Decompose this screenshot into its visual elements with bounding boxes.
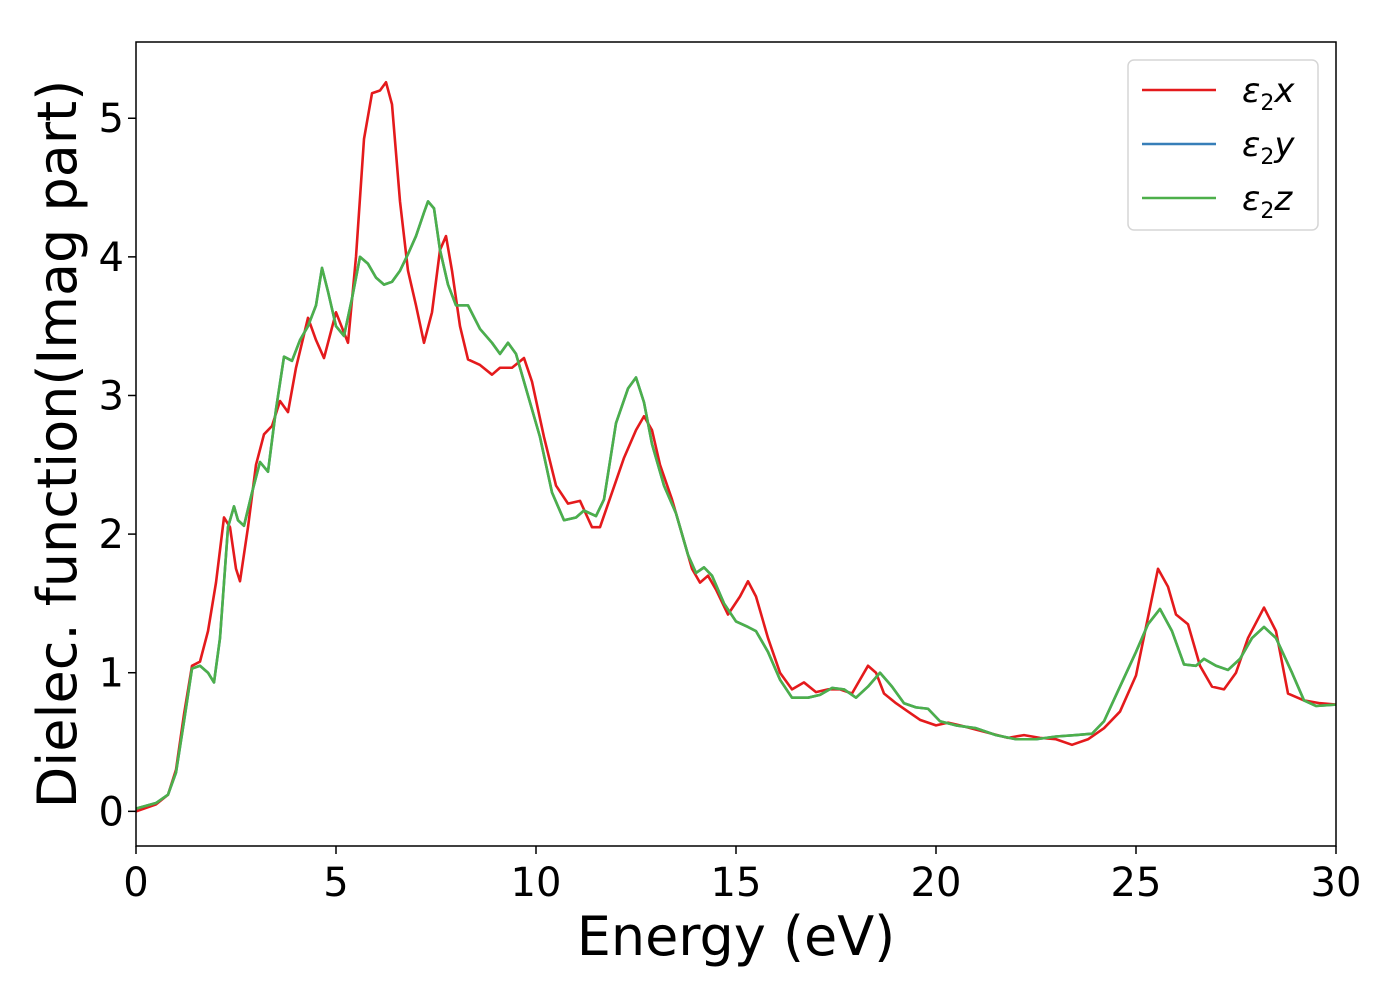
x-tick-label: 15 bbox=[711, 860, 762, 906]
x-tick-label: 20 bbox=[911, 860, 962, 906]
legend-label-y: ε2y bbox=[1242, 125, 1295, 170]
x-axis: 0 5 10 15 20 25 30 bbox=[123, 846, 1361, 906]
x-tick-label: 0 bbox=[123, 860, 148, 906]
legend-box bbox=[1127, 59, 1319, 231]
x-tick-label: 25 bbox=[1111, 860, 1162, 906]
series-layer bbox=[136, 80, 1336, 813]
y-tick-label: 0 bbox=[99, 789, 124, 835]
y-axis-title: Dielec. function(Imag part) bbox=[26, 80, 89, 809]
y-axis: 0 1 2 3 4 5 bbox=[99, 96, 136, 835]
x-tick-label: 5 bbox=[323, 860, 348, 906]
y-tick-label: 3 bbox=[99, 373, 124, 419]
x-tick-label: 30 bbox=[1311, 860, 1362, 906]
y-tick-label: 5 bbox=[99, 96, 124, 142]
y-tick-label: 2 bbox=[99, 512, 124, 558]
y-tick-label: 1 bbox=[99, 651, 124, 697]
series-line-z bbox=[136, 200, 1336, 810]
x-axis-title: Energy (eV) bbox=[577, 905, 896, 968]
legend: ε2x ε2y ε2z bbox=[1127, 59, 1319, 231]
legend-label-z: ε2z bbox=[1242, 179, 1293, 224]
y-tick-label: 4 bbox=[99, 235, 124, 281]
legend-label-x: ε2x bbox=[1242, 71, 1295, 116]
x-tick-label: 10 bbox=[511, 860, 562, 906]
